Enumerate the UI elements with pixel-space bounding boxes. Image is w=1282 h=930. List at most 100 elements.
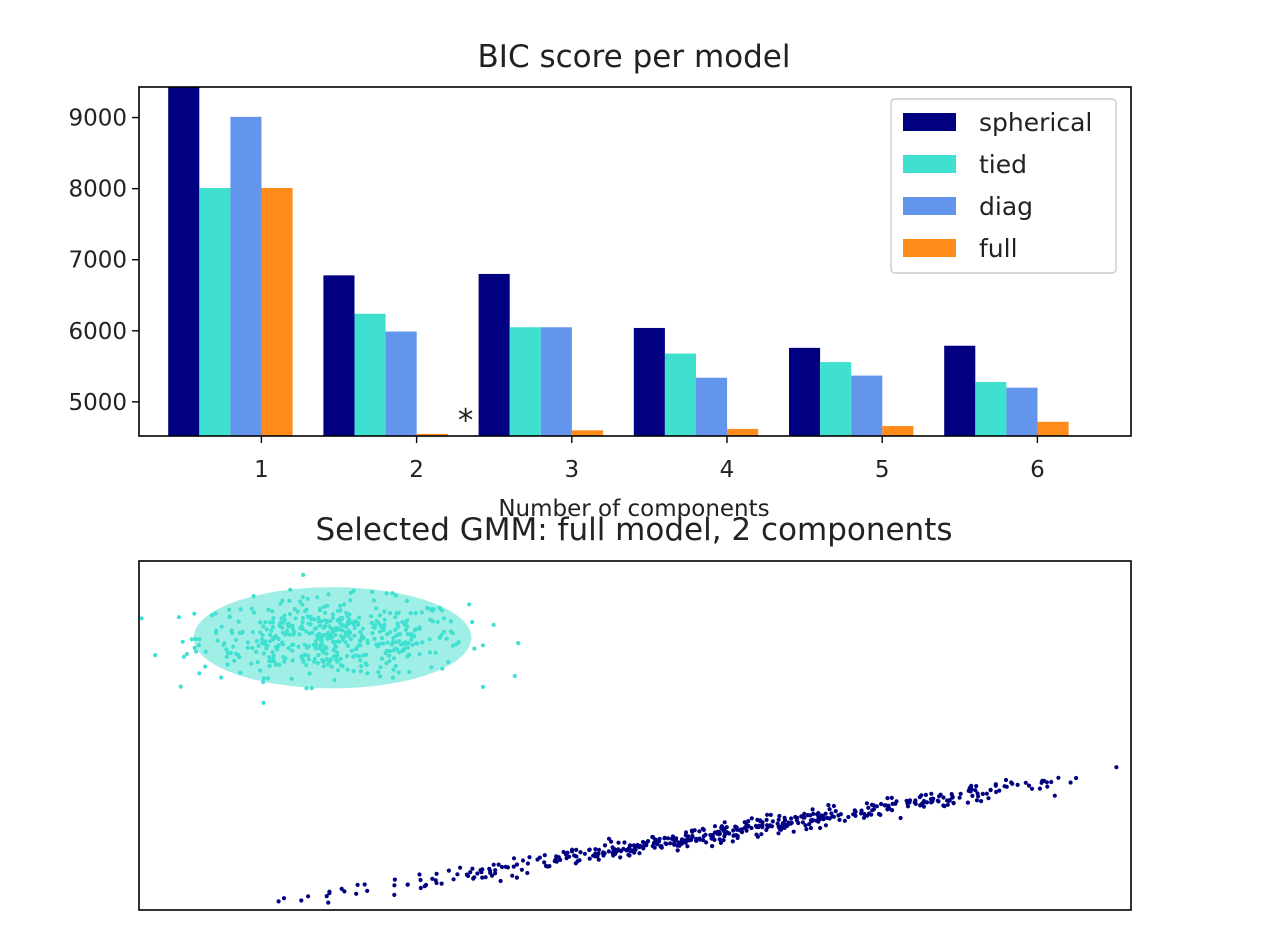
cluster-1-point [1068,780,1073,785]
cluster-0-point [439,632,444,638]
cluster-0-point [338,662,344,668]
cluster-1-point [593,851,598,856]
cluster-0-point [273,662,278,667]
cluster-1-point [935,798,940,803]
cluster-1-point [827,807,832,812]
cluster-1-point [652,845,657,850]
cluster-0-point [288,587,293,592]
cluster-1-point [631,843,637,848]
cluster-0-point [321,625,326,631]
cluster-0-point [382,622,387,627]
cluster-0-point [361,635,366,641]
cluster-1-point [770,819,775,824]
cluster-1-point [668,841,673,846]
cluster-0-point [261,676,266,681]
cluster-1-point [596,851,601,856]
cluster-0-point [215,638,220,643]
cluster-0-point [385,640,390,645]
cluster-0-point [393,593,398,598]
cluster-0-point [261,651,266,656]
cluster-0-point [261,624,266,629]
cluster-0-point [435,619,440,625]
cluster-1-point [800,815,806,820]
legend-swatch-diag [903,197,956,215]
cluster-0-point [263,639,268,644]
cluster-1-point [511,856,517,861]
cluster-1-point [499,864,505,870]
cluster-0-point [419,610,424,615]
cluster-0-point [400,619,405,625]
cluster-1-point [434,871,439,876]
cluster-0-point [349,648,354,653]
cluster-1-point [339,886,344,892]
cluster-1-point [846,814,851,820]
cluster-0-point [319,642,324,647]
cluster-1-point [808,825,814,831]
cluster-1-point [913,798,918,803]
cluster-0-point [300,595,305,600]
cluster-0-point [403,627,408,632]
cluster-0-point [405,645,410,650]
cluster-0-point [240,629,245,635]
cluster-1-point [672,839,677,844]
cluster-0-point [304,686,309,691]
y-tick-label: 8000 [68,177,127,203]
cluster-0-point [245,645,250,650]
cluster-1-point [342,889,347,894]
cluster-1-point [675,848,680,853]
cluster-1-point [422,884,427,889]
cluster-0-point [270,609,275,614]
cluster-1-point [455,872,460,877]
cluster-1-point [567,854,572,859]
cluster-0-point [299,624,304,629]
cluster-1-point [327,891,332,896]
cluster-0-point [391,648,396,653]
cluster-1-point [355,882,360,888]
cluster-1-point [710,844,715,849]
cluster-0-point [395,647,400,652]
x-tick-label: 1 [254,457,269,483]
cluster-1-point [510,873,515,878]
cluster-0-point [335,653,340,658]
cluster-1-point [511,864,516,869]
cluster-0-point [302,642,307,647]
cluster-0-point [480,684,486,690]
cluster-1-point [734,825,739,830]
cluster-1-point [547,864,552,869]
cluster-0-point [259,637,265,642]
y-tick-label: 5000 [68,390,127,416]
cluster-0-point [383,651,388,656]
cluster-1-point [582,851,588,856]
cluster-0-point [335,650,340,655]
cluster-0-point [358,643,363,648]
cluster-1-point [637,845,642,850]
bar-spherical-1 [168,87,200,436]
cluster-0-point [388,649,393,654]
cluster-1-point [722,834,727,839]
cluster-0-point [192,645,197,651]
cluster-0-point [351,669,356,674]
cluster-1-point [970,793,975,799]
cluster-0-point [323,610,328,615]
cluster-0-point [225,662,230,667]
cluster-0-point [255,660,260,665]
cluster-0-point [381,628,386,633]
cluster-1-point [622,840,627,845]
cluster-1-point [945,802,950,807]
cluster-1-point [593,847,598,852]
cluster-1-point [780,826,785,831]
bic-chart-title: BIC score per model [478,39,791,75]
cluster-1-point [947,798,952,803]
bic-x-axis-label: Number of components [498,496,769,522]
cluster-1-point [417,872,422,877]
cluster-0-point [209,613,214,618]
cluster-1-point [742,825,748,831]
cluster-1-point [627,853,632,858]
cluster-0-point [384,661,389,666]
cluster-0-point [491,622,496,628]
cluster-1-point [715,831,720,836]
cluster-0-point [289,642,294,648]
cluster-1-point [1056,775,1061,780]
cluster-0-point [197,671,202,676]
cluster-0-point [307,671,312,676]
